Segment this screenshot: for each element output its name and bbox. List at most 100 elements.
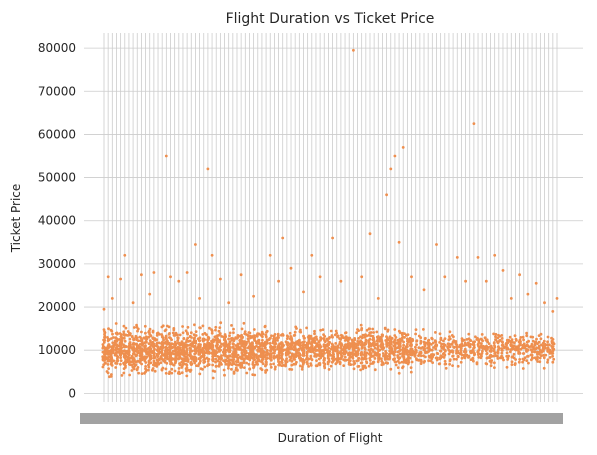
data-point — [206, 338, 210, 342]
data-point — [497, 339, 501, 343]
data-point — [277, 336, 280, 339]
data-point — [281, 332, 284, 336]
data-point-outlier — [464, 279, 467, 283]
data-point — [257, 341, 260, 345]
data-point — [155, 341, 159, 345]
data-point — [351, 340, 354, 344]
data-point — [114, 343, 118, 347]
data-point — [228, 340, 232, 344]
data-point — [284, 364, 287, 368]
data-point — [288, 331, 292, 335]
data-point — [256, 332, 259, 335]
data-point — [288, 358, 292, 362]
data-point — [505, 343, 508, 347]
data-point — [359, 339, 362, 343]
data-point-outlier — [123, 253, 127, 257]
data-point — [327, 346, 331, 350]
data-point — [464, 349, 467, 353]
data-point — [276, 347, 279, 351]
data-point — [363, 354, 367, 358]
data-point — [392, 358, 396, 362]
data-point — [236, 336, 240, 339]
data-point — [494, 332, 498, 336]
data-point — [178, 362, 182, 366]
data-point — [542, 356, 546, 360]
data-point — [215, 344, 218, 348]
data-point — [521, 360, 524, 364]
data-point — [392, 340, 396, 344]
data-point — [360, 328, 363, 332]
data-point — [368, 327, 372, 331]
data-point — [111, 341, 115, 345]
data-point — [170, 367, 174, 371]
data-point — [494, 338, 497, 342]
data-point — [155, 338, 159, 342]
data-point — [141, 344, 144, 347]
data-point — [339, 346, 342, 350]
data-point — [401, 332, 404, 335]
data-point — [327, 353, 330, 357]
data-point — [434, 356, 438, 360]
data-point — [157, 341, 161, 345]
data-point — [236, 369, 239, 372]
data-point — [369, 344, 373, 348]
data-point — [438, 332, 442, 336]
data-point — [245, 371, 249, 375]
data-point — [109, 375, 113, 378]
data-point — [244, 355, 248, 359]
data-point-outlier — [177, 279, 181, 283]
data-point — [167, 325, 171, 329]
data-point — [551, 342, 554, 345]
data-point — [220, 363, 223, 366]
data-point-outlier — [131, 301, 135, 305]
data-point — [231, 355, 234, 359]
data-point — [176, 346, 179, 350]
data-point — [414, 328, 418, 331]
data-point — [302, 348, 305, 351]
data-point — [426, 339, 430, 343]
data-point — [211, 376, 215, 380]
data-point — [228, 350, 232, 354]
data-point — [371, 354, 375, 358]
data-point — [172, 343, 176, 346]
data-point — [385, 336, 389, 340]
data-point-outlier — [148, 292, 152, 296]
data-point — [173, 357, 176, 361]
data-point — [185, 347, 189, 351]
data-point — [248, 367, 252, 371]
data-point — [442, 347, 446, 351]
data-point — [305, 354, 309, 357]
data-point — [305, 351, 309, 355]
data-point — [423, 359, 426, 363]
data-point — [489, 350, 493, 353]
data-point — [124, 345, 128, 349]
data-point — [289, 335, 293, 338]
data-point — [530, 353, 533, 357]
data-point — [124, 326, 128, 330]
data-point — [336, 356, 340, 360]
data-point — [401, 335, 405, 339]
data-point — [442, 339, 445, 343]
data-point — [367, 345, 371, 348]
data-point — [357, 329, 360, 332]
data-point — [117, 347, 121, 351]
data-point — [119, 338, 123, 341]
data-point — [265, 352, 269, 355]
data-point — [251, 342, 254, 346]
data-point — [485, 344, 488, 348]
data-point — [301, 365, 304, 369]
data-point — [118, 353, 122, 357]
data-point — [110, 337, 113, 340]
data-point — [246, 356, 250, 360]
data-point — [329, 364, 333, 368]
data-point — [268, 342, 272, 345]
data-point — [231, 359, 234, 362]
data-point — [276, 332, 280, 336]
data-point — [165, 361, 169, 365]
data-point — [292, 362, 296, 366]
data-point — [253, 363, 256, 367]
data-point — [188, 370, 192, 373]
data-point — [327, 337, 331, 340]
data-point — [496, 336, 500, 340]
data-point — [128, 373, 132, 377]
